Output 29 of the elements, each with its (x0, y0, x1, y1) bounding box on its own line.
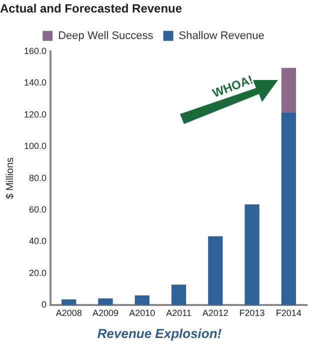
x-tick-label: A2008 (56, 308, 82, 318)
bar (62, 299, 76, 306)
text: Revenue Explosion! (96, 326, 223, 341)
x-tick-label: A2009 (92, 308, 118, 318)
y-tick-label: 0 (42, 300, 47, 310)
bar (244, 204, 260, 306)
y-tick-label: 60.0 (28, 204, 47, 215)
x-tick-label: F2013 (239, 308, 265, 318)
x-tick-label: F2014 (276, 308, 302, 318)
x-tick-label: A2012 (202, 308, 228, 318)
y-tick-label: 40.0 (28, 236, 47, 246)
y-tick-label: 160.0 (24, 46, 47, 56)
y-axis-title: $ Millions (4, 157, 16, 200)
legend-label: Shallow Revenue (178, 30, 264, 42)
bar (171, 284, 186, 306)
bar (281, 68, 296, 112)
y-tick-label: 120.0 (24, 109, 47, 120)
bar (98, 298, 113, 306)
y-tick-label: 100.0 (24, 141, 47, 152)
bar (134, 295, 150, 306)
y-tick-label: 20.0 (28, 268, 47, 278)
legend-label: Deep Well Success (58, 30, 154, 42)
y-tick-label: 80.0 (28, 172, 47, 183)
y-tick-label: 140.0 (24, 78, 47, 88)
bar (281, 112, 296, 306)
bar (208, 236, 223, 306)
chart-title: Actual and Forecasted Revenue (0, 2, 182, 16)
x-tick-label: A2011 (166, 308, 192, 318)
x-tick-label: A2010 (129, 308, 156, 318)
